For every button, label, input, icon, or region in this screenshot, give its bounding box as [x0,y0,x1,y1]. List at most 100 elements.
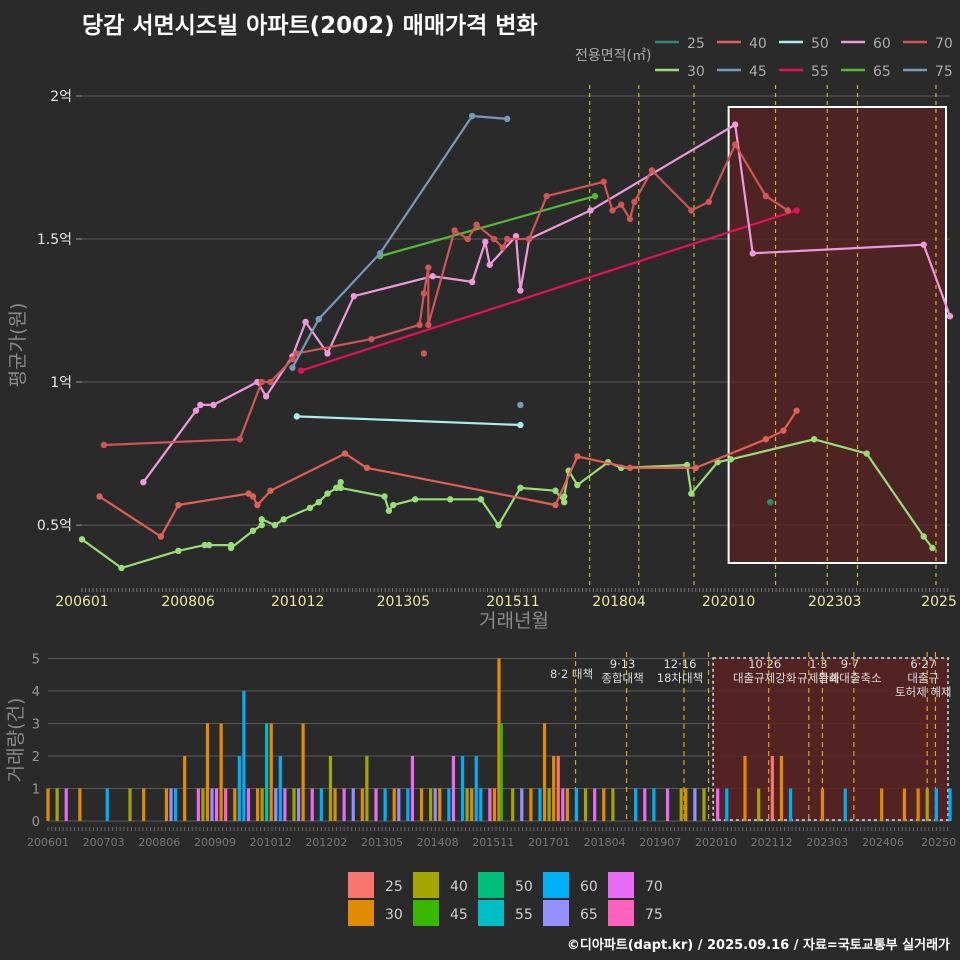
bar-25 [770,756,774,821]
data-point-70 [236,436,244,443]
data-point-60 [468,278,476,286]
x-tick-label: 2025 [921,594,957,610]
legend-label-75: 75 [935,64,953,80]
data-point-40 [780,427,787,434]
data-point-70 [100,441,108,449]
data-point-30 [271,521,279,529]
data-point-30 [727,456,735,463]
bar-30 [419,788,424,821]
bar-40 [702,788,706,821]
bar-70 [246,788,251,821]
bottom-x-tick-label: 201511 [472,836,514,849]
bottom-x-tick-label: 200806 [138,836,180,849]
data-point-75 [504,115,511,123]
bar-65 [274,788,278,821]
data-point-40 [574,453,581,460]
data-point-60 [749,250,756,257]
bar-30 [470,788,474,821]
bottom-legend-swatch-55 [478,900,504,926]
data-point-70 [464,235,471,243]
bar-30 [902,788,907,821]
data-point-40 [341,450,349,457]
bottom-legend-swatch-50 [478,872,504,898]
bar-65 [169,788,173,821]
bar-30 [542,723,547,821]
bar-40 [292,788,296,821]
bar-30 [438,788,442,821]
bar-40 [201,788,205,821]
x-tick-label: 200601 [55,594,108,610]
data-point-70 [267,378,274,386]
x-tick-label: 201305 [377,594,430,610]
bar-30 [46,788,50,821]
bottom-x-tick-label: 200601 [27,836,69,849]
bottom-x-axis: 200601 200703 200806 200909 201012 201202 2013… [27,827,956,849]
data-point-70 [425,264,432,271]
x-tick-label: 201511 [486,594,539,610]
bar-70 [374,788,378,821]
bar-70 [283,788,287,821]
legend-label-30: 30 [687,64,705,80]
bar-60 [948,788,952,821]
bar-40 [679,788,683,821]
data-point-70 [762,192,770,200]
bar-30 [916,788,920,821]
data-point-30 [324,490,331,497]
data-point-70 [648,167,656,174]
bar-70 [342,788,346,821]
data-point-70 [525,235,533,243]
data-point-60 [262,393,270,400]
bar-30 [743,756,747,821]
data-point-70 [289,355,296,363]
bar-40 [547,788,551,821]
policy-annotation: 12·16 [663,657,696,671]
bar-40 [260,788,264,821]
bar-60 [383,788,387,821]
data-point-55 [793,207,800,214]
bottom-x-tick-label: 201408 [417,836,459,849]
data-point-70 [425,321,432,329]
bar-30 [333,788,337,821]
data-point-30 [249,527,257,534]
y-tick-label: 1억 [50,375,72,391]
bottom-legend-label-75: 75 [645,907,663,923]
bottom-legend-swatch-75 [608,900,634,926]
bar-60 [319,788,323,821]
legend-label-40: 40 [749,36,767,52]
bottom-x-tick-label: 201012 [250,836,292,849]
bar-30 [880,788,884,821]
legend-label-70: 70 [935,36,953,52]
data-point-30 [561,498,568,506]
bar-30 [392,788,396,821]
data-point-30 [315,498,322,506]
bar-60 [538,788,542,821]
bottom-y-axis-title: 거래량(건) [5,698,27,783]
bar-65 [296,788,301,821]
bar-70 [214,788,219,821]
bar-60 [788,788,793,821]
data-point-70 [420,290,428,297]
data-point-60 [587,207,594,214]
bar-30 [301,723,305,821]
bottom-y-tick-label: 2 [32,750,40,765]
data-point-30 [337,478,344,486]
bar-60 [479,788,483,821]
series-line-55 [300,209,797,372]
data-point-30 [390,501,397,509]
data-point-30 [333,484,340,492]
bottom-x-tick-label: 201202 [305,836,347,849]
policy-annotation: 18차대책 [657,671,703,685]
bar-60 [242,691,246,821]
data-point-60 [210,401,217,409]
bottom-legend-label-65: 65 [580,907,598,923]
bottom-x-tick-label: 202010 [695,836,737,849]
bar-70 [488,788,492,821]
bottom-legend-label-60: 60 [580,879,598,895]
data-point-30 [863,450,870,457]
data-point-30 [118,564,125,572]
data-point-70 [688,207,695,214]
bar-60 [237,756,241,821]
bar-30 [820,788,825,821]
